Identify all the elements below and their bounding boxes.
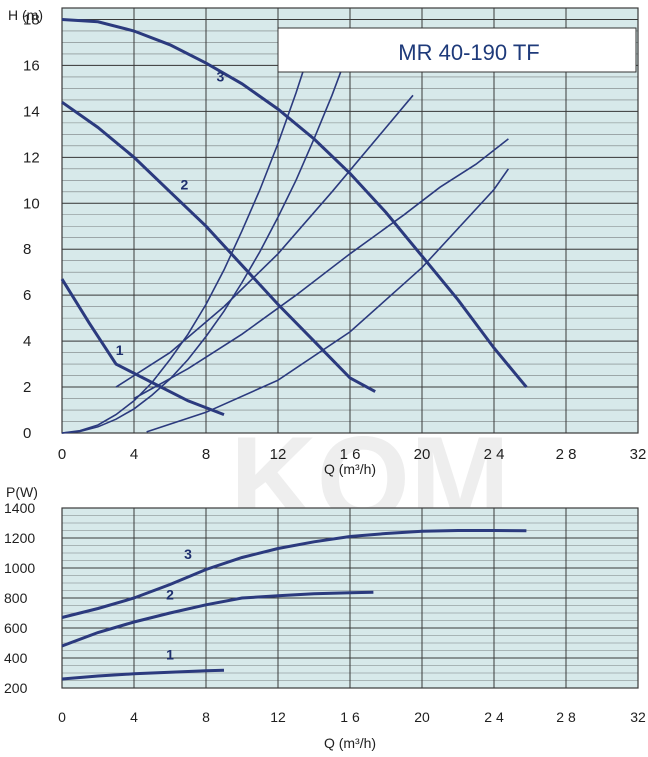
y-axis-label: P(W) bbox=[6, 484, 38, 500]
x-tick-label: 0 bbox=[58, 446, 66, 463]
y-tick-label: 1000 bbox=[4, 560, 35, 576]
y-tick-label: 16 bbox=[23, 57, 40, 74]
x-tick-label: 32 bbox=[630, 709, 646, 725]
y-tick-label: 6 bbox=[23, 287, 31, 304]
plot-frame bbox=[61, 507, 639, 689]
curve-label-2: 2 bbox=[166, 587, 174, 603]
x-tick-label: 4 bbox=[130, 446, 138, 463]
y-tick-label: 1200 bbox=[4, 530, 35, 546]
y-tick-label: 2 bbox=[23, 379, 31, 396]
x-tick-label: 1 6 bbox=[340, 709, 360, 725]
system-curve bbox=[146, 168, 510, 433]
x-tick-label: 1 6 bbox=[340, 446, 361, 463]
x-tick-label: 8 bbox=[202, 709, 210, 725]
x-tick-label: 20 bbox=[414, 709, 430, 725]
series-line-2 bbox=[61, 100, 376, 393]
y-tick-label: 14 bbox=[23, 103, 40, 120]
chart-title: MR 40-190 TF bbox=[398, 40, 539, 65]
curve-label-3: 3 bbox=[184, 546, 192, 562]
x-axis-label: Q (m³/h) bbox=[324, 461, 376, 477]
x-tick-label: 20 bbox=[414, 446, 431, 463]
y-tick-label: 400 bbox=[4, 650, 28, 666]
y-tick-label: 800 bbox=[4, 590, 28, 606]
system-curve bbox=[61, 37, 315, 434]
series-line-3 bbox=[61, 529, 527, 619]
y-tick-label: 12 bbox=[23, 149, 40, 166]
y-tick-label: 600 bbox=[4, 620, 28, 636]
x-tick-label: 8 bbox=[202, 446, 210, 463]
x-tick-label: 2 8 bbox=[556, 709, 576, 725]
y-tick-label: 0 bbox=[23, 425, 31, 442]
system-curve bbox=[133, 138, 509, 400]
x-tick-label: 12 bbox=[270, 446, 287, 463]
title-box bbox=[277, 27, 637, 73]
y-tick-label: 1400 bbox=[4, 500, 35, 516]
y-tick-label: 200 bbox=[4, 680, 28, 696]
x-tick-label: 32 bbox=[630, 446, 647, 463]
system-curve bbox=[115, 94, 414, 388]
y-axis-label: H (m) bbox=[8, 7, 43, 23]
y-tick-label: 18 bbox=[23, 11, 40, 28]
plot-frame bbox=[61, 7, 639, 434]
x-tick-label: 2 4 bbox=[484, 709, 504, 725]
curve-label-3: 3 bbox=[217, 69, 225, 85]
x-tick-label: 2 4 bbox=[484, 446, 505, 463]
x-tick-label: 2 8 bbox=[556, 446, 577, 463]
series-line-2 bbox=[61, 590, 374, 648]
curve-label-1: 1 bbox=[116, 342, 124, 358]
series-line-3 bbox=[61, 18, 528, 389]
x-axis-label: Q (m³/h) bbox=[324, 735, 376, 751]
y-tick-label: 10 bbox=[23, 195, 40, 212]
curve-label-2: 2 bbox=[181, 176, 189, 192]
series-line-1 bbox=[60, 278, 225, 417]
system-curve bbox=[61, 46, 351, 434]
y-tick-label: 4 bbox=[23, 333, 31, 350]
x-tick-label: 0 bbox=[58, 709, 66, 725]
x-tick-label: 4 bbox=[130, 709, 138, 725]
y-tick-label: 8 bbox=[23, 241, 31, 258]
series-line-1 bbox=[61, 668, 225, 681]
x-tick-label: 12 bbox=[270, 709, 286, 725]
curve-label-1: 1 bbox=[166, 647, 174, 663]
